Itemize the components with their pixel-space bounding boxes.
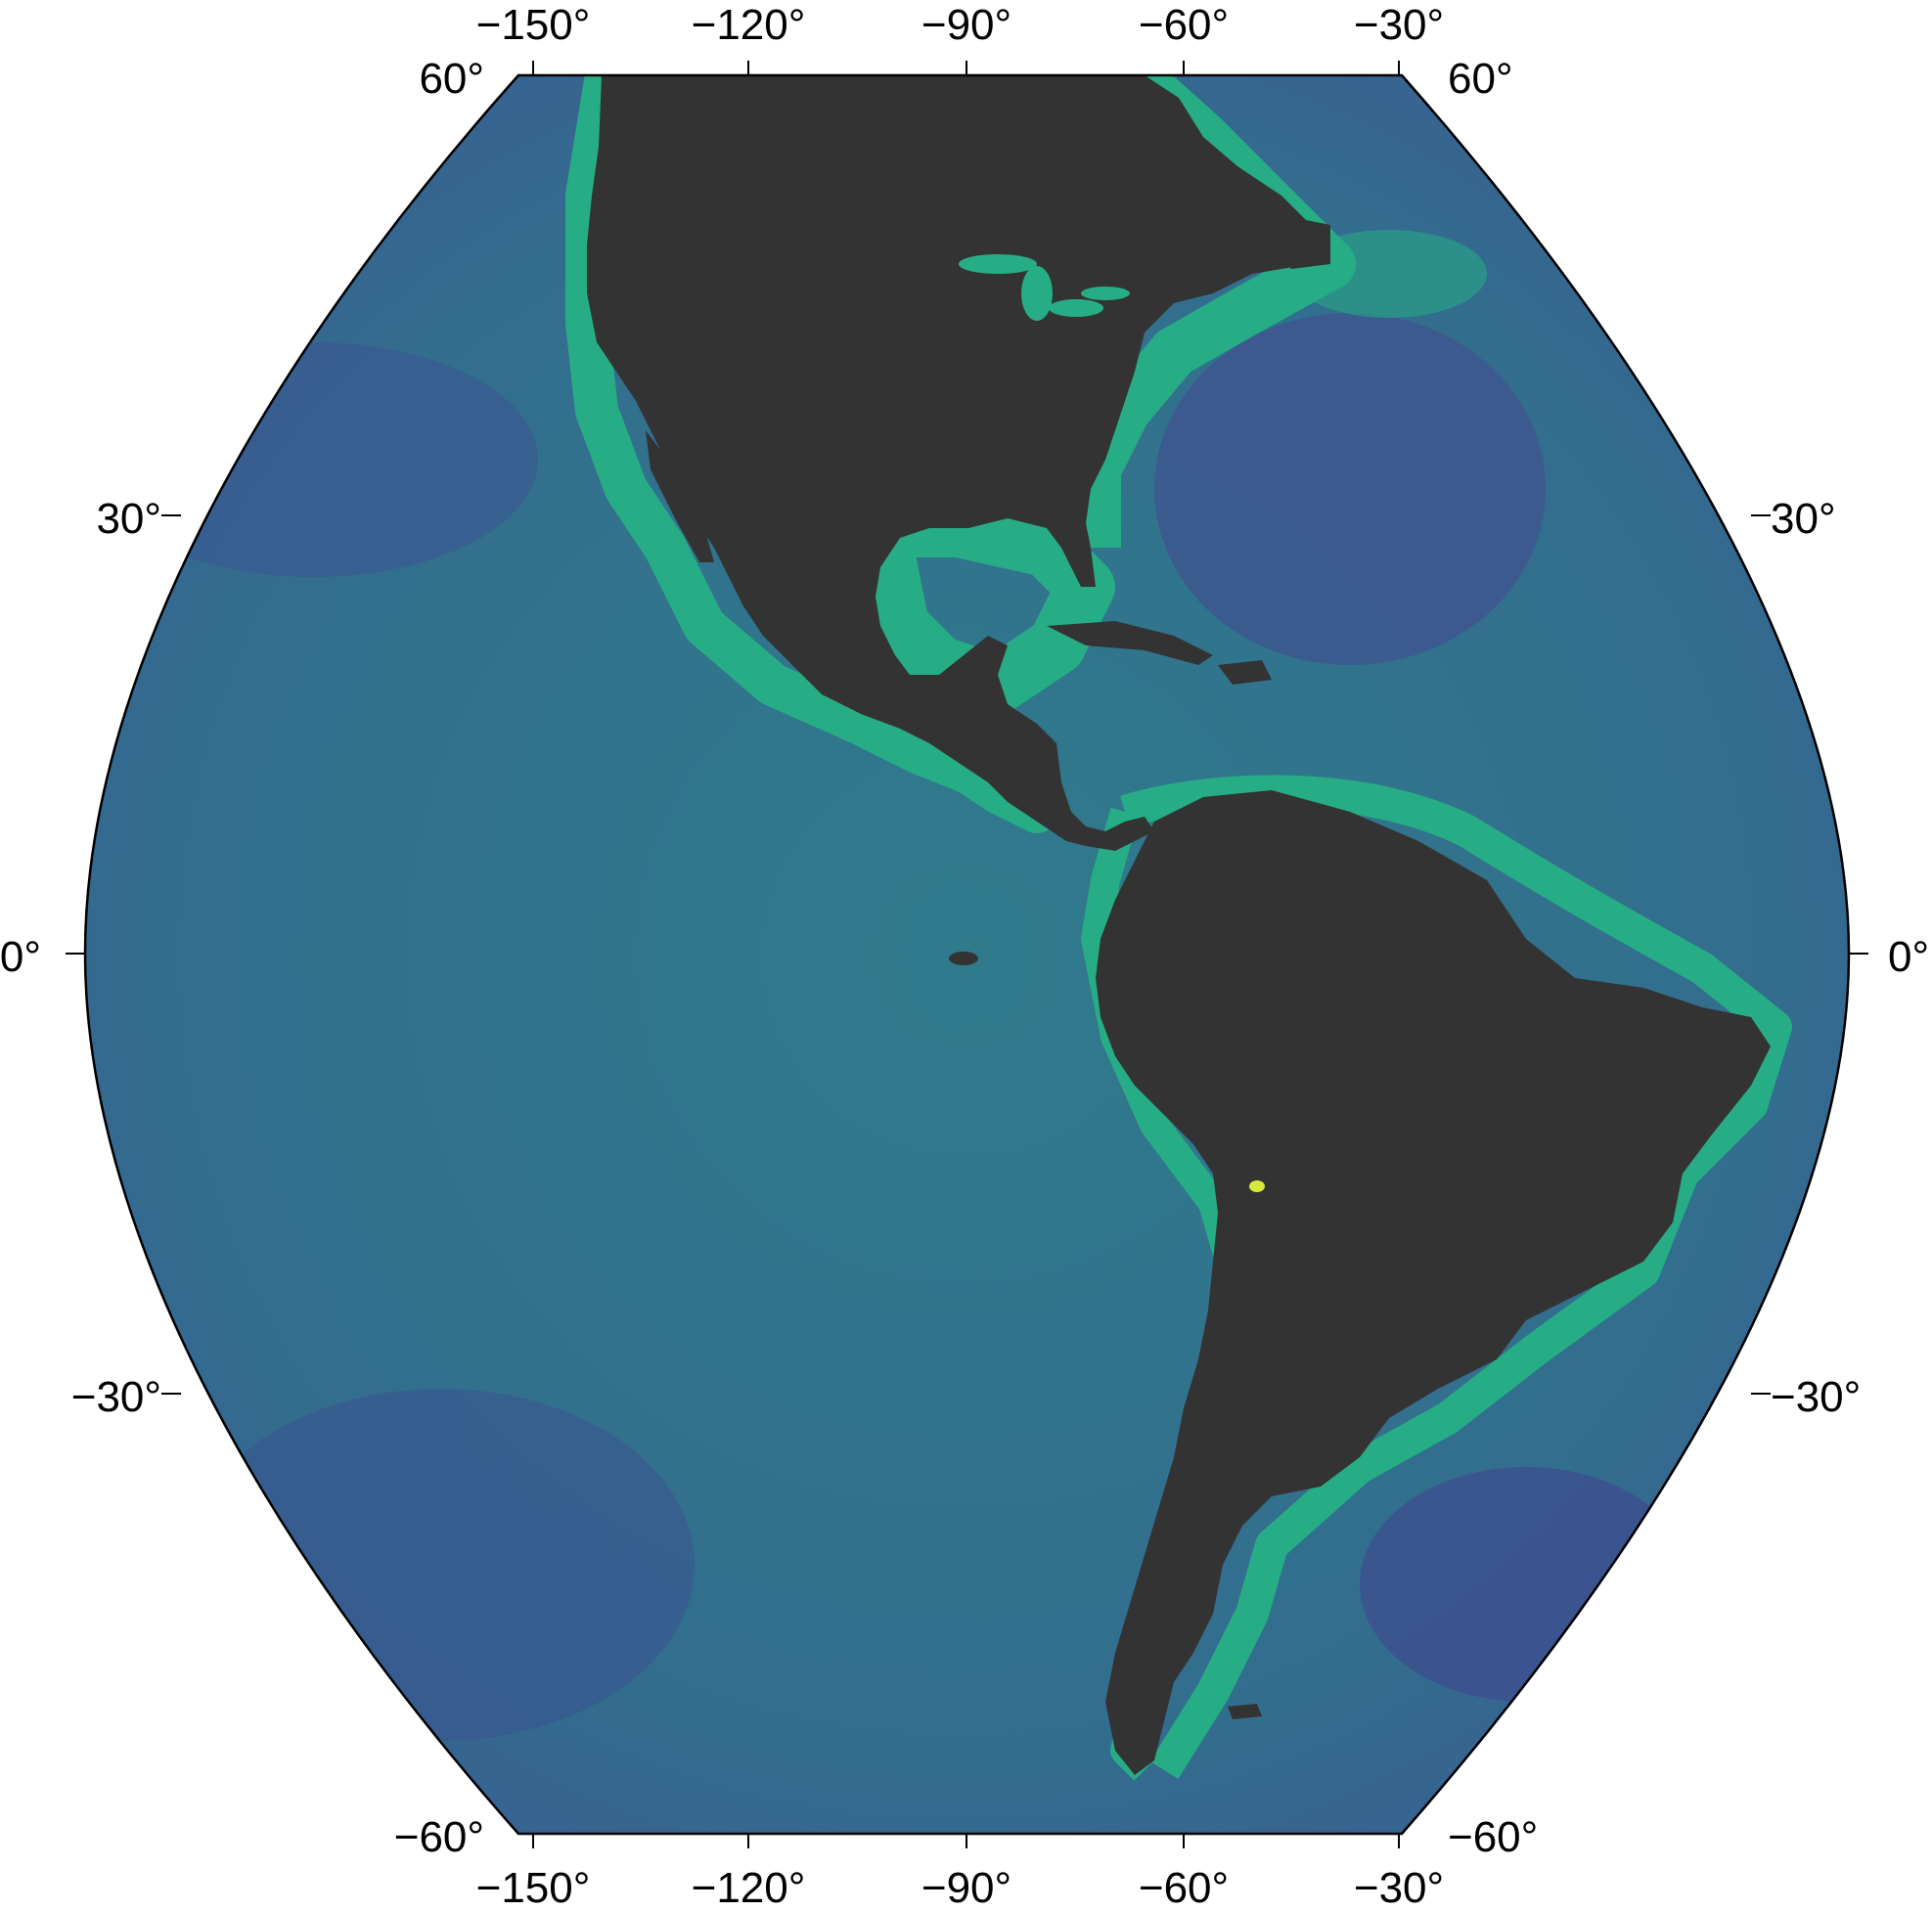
north-atlantic-shelf-plume bbox=[1291, 230, 1487, 318]
cuba bbox=[1047, 621, 1213, 665]
left-lat-label: 60° bbox=[419, 55, 484, 103]
newfoundland bbox=[1277, 215, 1330, 269]
left-lat-label: −60° bbox=[394, 1813, 484, 1861]
south-atlantic-deep bbox=[1360, 1467, 1692, 1702]
south-america-landmass bbox=[1096, 790, 1771, 1775]
falkland-islands bbox=[1228, 1704, 1262, 1719]
andes-highlight bbox=[1249, 1180, 1265, 1192]
left-lat-label: −30° bbox=[71, 1373, 161, 1421]
top-lon-label: −120° bbox=[692, 1, 806, 49]
right-lat-label: −60° bbox=[1448, 1813, 1538, 1861]
bottom-lon-label: −90° bbox=[921, 1864, 1011, 1911]
greenland-edge bbox=[1056, 75, 1145, 137]
galapagos bbox=[949, 952, 978, 965]
bottom-lon-label: −150° bbox=[476, 1864, 591, 1911]
right-lat-label: −30° bbox=[1771, 1373, 1861, 1421]
top-lon-label: −60° bbox=[1139, 1, 1229, 49]
bottom-lon-label: −30° bbox=[1354, 1864, 1444, 1911]
south-pacific-deep bbox=[186, 1389, 695, 1741]
right-lat-label: 0° bbox=[1888, 933, 1929, 981]
top-lon-label: −30° bbox=[1354, 1, 1444, 49]
bottom-lon-label: −120° bbox=[692, 1864, 806, 1911]
left-lat-label: 30° bbox=[96, 495, 161, 543]
top-lon-label: −90° bbox=[921, 1, 1011, 49]
baja-california bbox=[646, 430, 714, 562]
map-frame bbox=[83, 73, 1851, 1836]
frame-ticks bbox=[66, 61, 1868, 1848]
hispaniola bbox=[1218, 660, 1272, 685]
north-america-landmass bbox=[587, 75, 1330, 851]
north-atlantic-deep bbox=[1154, 313, 1546, 665]
left-lat-label: 0° bbox=[0, 933, 41, 981]
top-lon-label: −150° bbox=[476, 1, 591, 49]
great-lakes bbox=[959, 254, 1130, 321]
bottom-lon-label: −60° bbox=[1139, 1864, 1229, 1911]
right-lat-label: 60° bbox=[1448, 55, 1513, 103]
right-lat-label: 30° bbox=[1771, 495, 1836, 543]
